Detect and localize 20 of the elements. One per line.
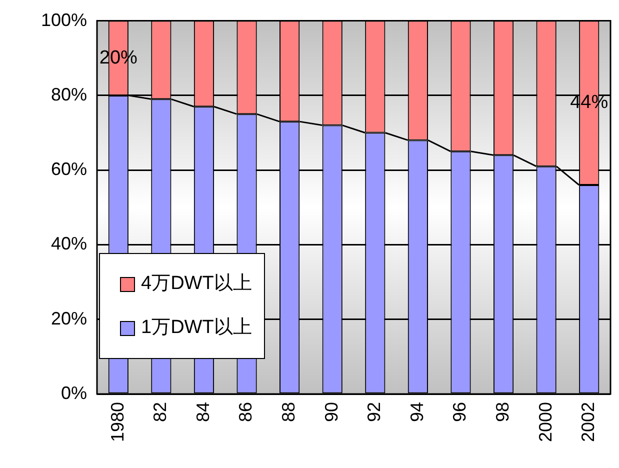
y-tick-label: 80% xyxy=(50,84,87,104)
x-tick-label: 90 xyxy=(321,402,342,422)
y-tick-label: 20% xyxy=(50,308,87,328)
y-tick-label: 100% xyxy=(40,10,87,30)
x-tick-label: 82 xyxy=(150,402,170,422)
x-tick-label: 96 xyxy=(450,402,470,422)
y-tick-label: 40% xyxy=(50,234,87,254)
x-tick-label: 92 xyxy=(364,402,384,422)
x-tick-label: 94 xyxy=(406,402,427,422)
x-tick-label: 88 xyxy=(278,402,299,422)
legend-label: 4万DWT以上 xyxy=(141,272,252,296)
y-tick-label: 0% xyxy=(60,382,87,403)
x-tick-label: 98 xyxy=(492,402,512,422)
x-tick-label: 2002 xyxy=(578,402,598,442)
series-label: 1万DWT以上 xyxy=(141,316,252,340)
x-tick-label: 86 xyxy=(236,402,256,422)
x-tick-label: 2000 xyxy=(535,402,556,442)
x-tick-label: 1980 xyxy=(107,402,128,442)
y-tick-label: 60% xyxy=(50,159,87,180)
x-tick-label: 84 xyxy=(192,402,213,422)
